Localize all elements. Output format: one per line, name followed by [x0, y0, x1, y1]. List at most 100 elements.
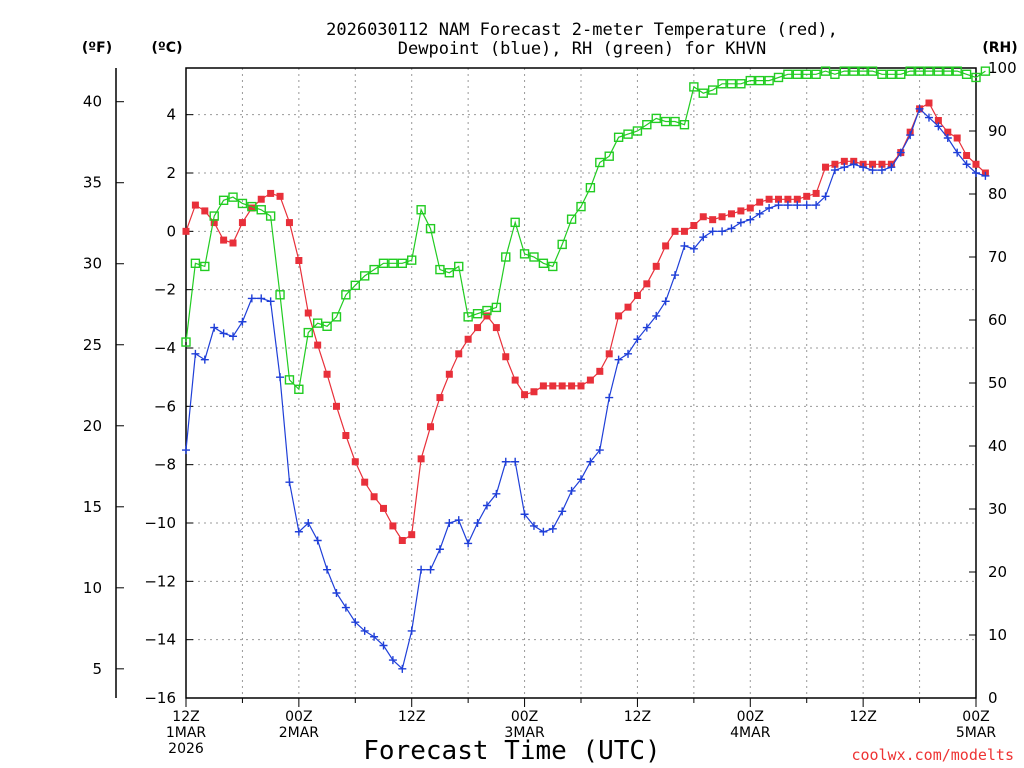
dewpoint-point [981, 171, 990, 180]
dewpoint-point [219, 329, 228, 338]
dewpoint-point [718, 227, 727, 236]
chart-title: 2026030112 NAM Forecast 2-meter Temperat… [326, 20, 838, 40]
rh-point [472, 309, 483, 319]
dewpoint-point [708, 227, 717, 236]
rh-point [820, 66, 831, 76]
temperature-point [690, 222, 698, 229]
dewpoint-point [238, 317, 247, 326]
dewpoint-point [774, 201, 783, 210]
rh-tick-label: 10 [988, 626, 1007, 644]
dewpoint-point [699, 233, 708, 242]
rh-tick-label: 30 [988, 500, 1007, 518]
temperature-point [558, 382, 566, 390]
rh-point [378, 258, 389, 268]
dewpoint-point [652, 311, 661, 320]
rh-point [548, 261, 558, 272]
rh-point [369, 264, 379, 275]
dewpoint-point [492, 489, 501, 498]
rh-point [905, 66, 915, 76]
dewpoint-point [529, 521, 538, 530]
rh-point [764, 75, 774, 86]
dewpoint-point [953, 148, 962, 157]
x-tick-label: 12Z [624, 709, 651, 725]
temperature-point [963, 152, 971, 159]
rh-point [566, 214, 577, 224]
dewpoint-point [671, 271, 680, 280]
temperature-point [483, 312, 491, 320]
fahrenheit-tick-label: 35 [83, 174, 102, 192]
rh-point [359, 271, 370, 281]
dewpoint-point [210, 323, 219, 332]
rh-tick-label: 90 [988, 122, 1007, 140]
dewpoint-point [793, 201, 802, 210]
temperature-point [643, 280, 651, 288]
temperature-point [370, 493, 378, 501]
rh-point [773, 72, 784, 83]
rh-point [792, 69, 803, 80]
temperature-point [633, 292, 641, 299]
dewpoint-point [783, 201, 792, 210]
x-tick-label: 2026 [168, 741, 204, 757]
temperature-point [775, 195, 782, 203]
dewpoint-point [229, 332, 238, 341]
rh-point [698, 88, 708, 98]
temperature-point [840, 157, 848, 165]
rh-point [717, 79, 727, 89]
celsius-unit-label: (ºC) [152, 40, 183, 56]
rh-point [576, 201, 586, 212]
temperature-point [220, 236, 228, 244]
dewpoint-point [577, 475, 585, 484]
dewpoint-point [247, 294, 256, 303]
rh-point [613, 132, 624, 143]
dewpoint-point [624, 349, 633, 358]
temperature-point [577, 382, 585, 390]
temperature-point [831, 160, 839, 168]
temperature-point [182, 227, 190, 235]
x-tick-label: 00Z [511, 709, 538, 725]
rh-point [924, 66, 934, 76]
rh-unit-label: (RH) [982, 40, 1017, 56]
x-tick-label: 12Z [849, 709, 876, 725]
dewpoint-point [821, 192, 830, 201]
rh-point [228, 192, 238, 202]
temperature-point [238, 219, 246, 227]
dewpoint-point [379, 641, 388, 650]
temperature-point [812, 189, 820, 197]
rh-point [181, 337, 191, 347]
rh-tick-label: 70 [988, 248, 1007, 266]
rh-point [425, 223, 436, 234]
dewpoint-point [182, 446, 190, 455]
rh-point [867, 66, 878, 76]
dewpoint-point [802, 201, 811, 210]
temperature-point [408, 531, 416, 539]
dewpoint-point [595, 446, 604, 455]
temperature-point [248, 204, 256, 212]
temperature-point [492, 324, 500, 332]
dewpoint-point [388, 656, 397, 665]
dewpoint-point [464, 539, 473, 548]
dewpoint-point [633, 335, 642, 344]
celsius-tick-label: −6 [154, 397, 176, 415]
rh-point [200, 261, 210, 272]
temperature-point [784, 195, 792, 203]
rh-point [971, 72, 981, 83]
dewpoint-point [511, 457, 520, 466]
rh-tick-label: 50 [988, 374, 1007, 392]
dewpoint-point [962, 160, 971, 169]
dewpoint-point [313, 536, 322, 545]
temperature-point [210, 219, 218, 227]
dewpoint-point [200, 355, 209, 364]
chart-subtitle: Dewpoint (blue), RH (green) for KHVN [398, 39, 766, 59]
temperature-point [342, 432, 350, 439]
dewpoint-point [473, 519, 482, 527]
temperature-point [464, 335, 472, 343]
temperature-point [953, 134, 961, 142]
rh-tick-label: 100 [988, 59, 1017, 77]
rh-tick-label: 40 [988, 437, 1007, 455]
rh-point [783, 69, 793, 80]
temperature-point [191, 201, 199, 209]
dewpoint-point [454, 516, 463, 525]
temperature-point [511, 376, 519, 384]
fahrenheit-unit-label: (ºF) [82, 40, 112, 56]
